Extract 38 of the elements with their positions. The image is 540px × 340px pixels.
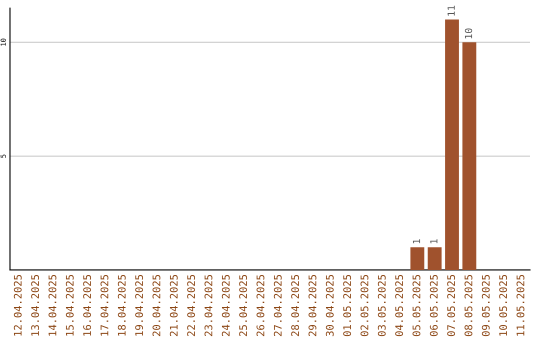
- x-tick-label: 17.04.2025: [100, 274, 108, 336]
- x-tick-label: 03.05.2025: [378, 274, 386, 336]
- x-tick-label: 24.04.2025: [222, 274, 230, 336]
- x-tick-label: 16.04.2025: [83, 274, 92, 336]
- x-tick-label: 29.04.2025: [308, 274, 316, 336]
- x-tick-label: 12.04.2025: [14, 274, 22, 336]
- x-tick-label: 13.04.2025: [31, 274, 40, 336]
- data-label: 10: [464, 28, 472, 38]
- x-tick-label: 21.04.2025: [170, 274, 178, 336]
- x-tick-label: 08.05.2025: [464, 274, 472, 336]
- x-tick-label: 14.04.2025: [48, 274, 56, 336]
- x-tick-label: 06.05.2025: [430, 274, 438, 336]
- x-tick-label: 15.04.2025: [66, 274, 74, 336]
- x-tick-label: 30.04.2025: [326, 274, 334, 336]
- x-tick-label: 23.04.2025: [204, 274, 212, 336]
- x-tick-label: 27.04.2025: [274, 274, 282, 336]
- bar: [428, 247, 442, 270]
- x-tick-label: 19.04.2025: [135, 274, 144, 336]
- data-label: 1: [412, 239, 420, 244]
- x-tick-label: 10.05.2025: [499, 274, 508, 336]
- bar: [462, 42, 476, 270]
- x-tick-label: 11.05.2025: [516, 274, 524, 336]
- x-tick-label: 09.05.2025: [482, 274, 490, 336]
- bar: [445, 20, 459, 270]
- data-label: 1: [430, 239, 438, 244]
- x-tick-label: 02.05.2025: [360, 274, 368, 336]
- x-tick-label: 28.04.2025: [291, 274, 300, 336]
- x-tick-label: 04.05.2025: [395, 274, 404, 336]
- x-tick-label: 01.05.2025: [343, 274, 352, 336]
- x-tick-label: 20.04.2025: [152, 274, 160, 336]
- bar: [410, 247, 424, 270]
- x-tick-label: 18.04.2025: [118, 274, 126, 336]
- x-tick-label: 22.04.2025: [187, 274, 196, 336]
- x-tick-label: 25.04.2025: [239, 274, 248, 336]
- x-tick-label: 07.05.2025: [447, 274, 456, 336]
- x-tick-label: 26.04.2025: [256, 274, 264, 336]
- data-label: 11: [448, 6, 455, 16]
- x-tick-label: 05.05.2025: [412, 274, 420, 336]
